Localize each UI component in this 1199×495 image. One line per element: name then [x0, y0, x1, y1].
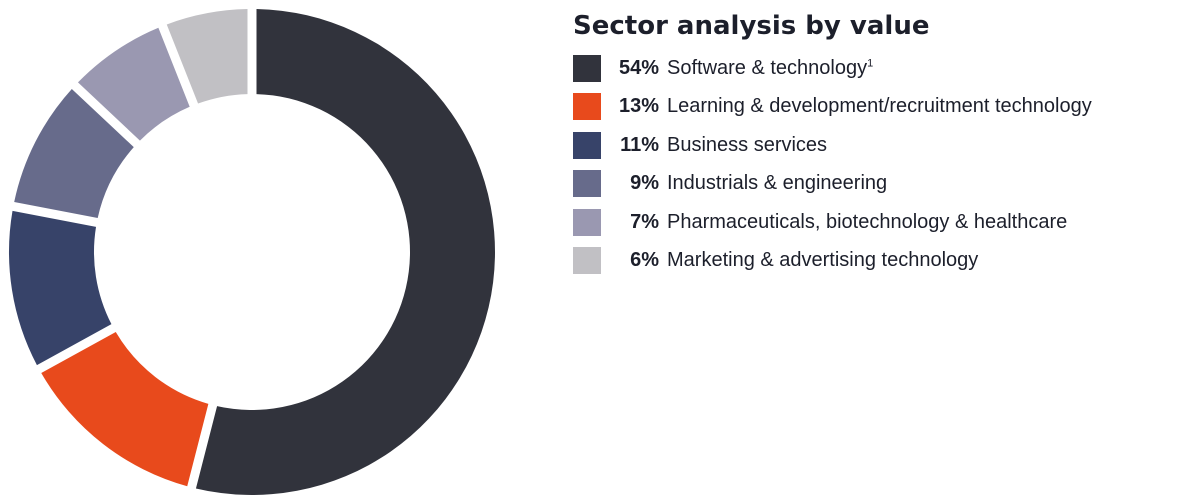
legend-swatch: [573, 131, 601, 159]
legend-label-text: Learning & development/recruitment techn…: [667, 95, 1092, 117]
donut-chart: [9, 9, 495, 495]
legend-percentage: 11%: [620, 133, 659, 156]
footnote-marker: 1: [867, 56, 874, 69]
legend-label-text: Pharmaceuticals, biotechnology & healthc…: [667, 210, 1068, 233]
legend-label: Industrials & engineering: [667, 172, 887, 195]
legend-swatch: [573, 170, 601, 197]
legend: 54% Software & technology1 13% Learning & d…: [573, 52, 1193, 277]
chart-title: Sector analysis by value: [573, 11, 930, 41]
legend-item: 13% Learning & development/recruitment te…: [573, 91, 1193, 123]
legend-label-text: Software & technology: [667, 56, 868, 79]
legend-label-text: Marketing & advertising technology: [667, 249, 979, 271]
legend-item: 7% Pharmaceuticals, biotechnology & healt…: [573, 206, 1193, 238]
donut-slice-5: [77, 27, 190, 141]
legend-panel: Sector analysis by value 54% Software & t…: [573, 8, 1193, 283]
legend-percentage: 9%: [630, 172, 659, 194]
legend-swatch: [573, 54, 601, 82]
legend-label: Learning & development/recruitment techn…: [667, 95, 1092, 118]
legend-percentage: 54%: [618, 56, 659, 79]
legend-item: 11% Business services: [573, 129, 1193, 161]
legend-label-text: Industrials & engineering: [667, 172, 888, 194]
legend-item: 6% Marketing & advertising technology: [573, 245, 1193, 277]
legend-swatch: [573, 247, 601, 274]
donut-slice-6: [166, 9, 248, 104]
legend-percentage: 13%: [618, 95, 659, 117]
donut-slice-3: [9, 210, 112, 366]
donut-slice-2: [41, 332, 209, 487]
legend-swatch: [573, 93, 601, 120]
donut-chart-area: [0, 0, 520, 495]
legend-percentage: 6%: [630, 249, 659, 271]
legend-item: 9% Industrials & engineering: [573, 168, 1193, 200]
legend-label: Business services: [667, 134, 827, 157]
legend-item: 54% Software & technology1: [573, 52, 1193, 84]
legend-swatch: [573, 208, 601, 236]
legend-percentage: 7%: [630, 210, 659, 233]
legend-label-text: Business services: [667, 133, 828, 156]
legend-label: Marketing & advertising technology: [667, 249, 978, 272]
donut-slice-4: [14, 88, 134, 218]
donut-slice-1: [195, 9, 495, 495]
legend-label: Pharmaceuticals, biotechnology & healthc…: [667, 211, 1067, 234]
legend-label: Software & technology1: [667, 57, 873, 80]
